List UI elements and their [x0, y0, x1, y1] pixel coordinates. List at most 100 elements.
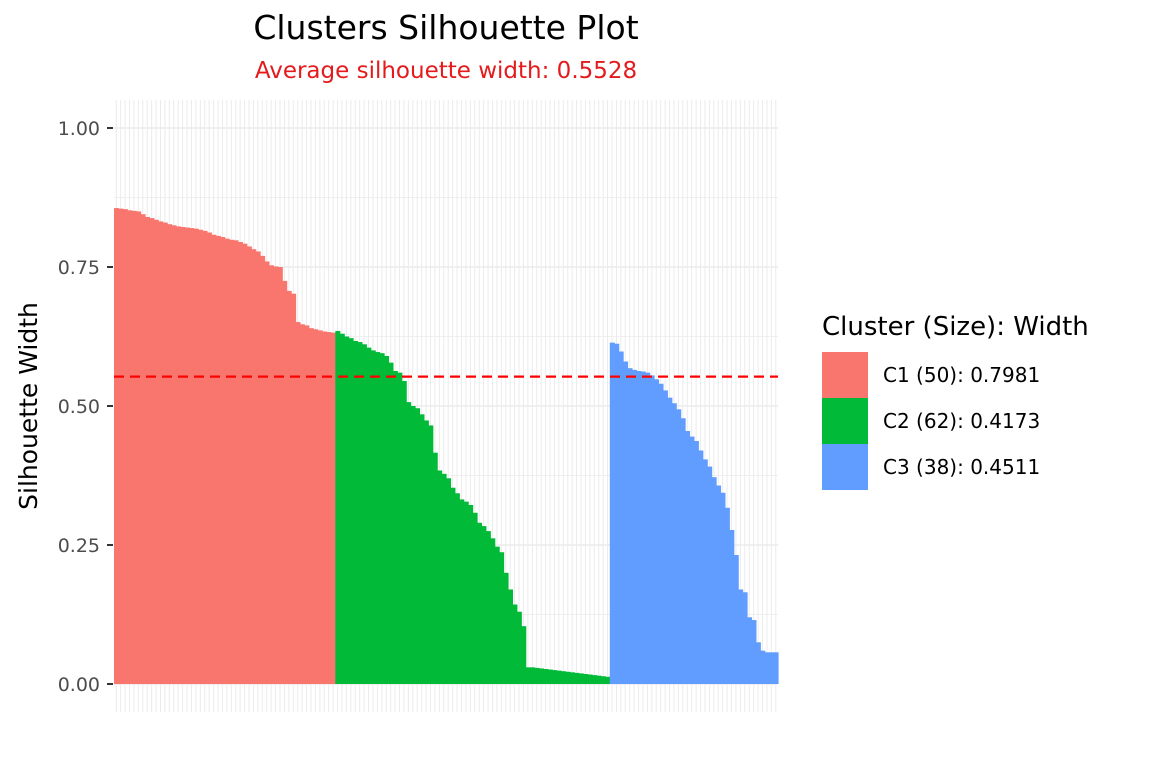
bar-c2	[468, 504, 474, 684]
legend-item-c3: C3 (38): 0.4511	[822, 444, 1089, 490]
bar-c1	[180, 226, 186, 684]
bar-c1	[317, 330, 323, 684]
bar-c2	[388, 362, 394, 684]
y-tick-label: 0.50	[58, 396, 100, 418]
legend-swatch-c3	[822, 444, 868, 490]
bar-c2	[450, 487, 456, 684]
bar-c2	[366, 347, 372, 684]
bar-c2	[476, 522, 483, 684]
bar-c3	[676, 409, 682, 684]
bar-c2	[459, 499, 465, 684]
bar-c2	[441, 473, 447, 684]
bar-c2	[494, 546, 500, 684]
bar-c1	[136, 211, 142, 684]
legend-title: Cluster (Size): Width	[822, 312, 1089, 342]
bar-c1	[299, 324, 305, 684]
bar-c3	[649, 375, 655, 684]
bar-c3	[724, 507, 730, 684]
bar-c2	[583, 673, 589, 684]
bar-c1	[122, 209, 128, 684]
bar-c1	[233, 240, 239, 684]
bar-c1	[264, 261, 270, 684]
bar-c2	[472, 512, 478, 684]
bar-c2	[344, 336, 350, 684]
bar-c1	[224, 238, 230, 685]
bar-c2	[512, 604, 518, 684]
bar-c2	[600, 676, 606, 684]
bar-c2	[530, 667, 536, 684]
bar-c3	[680, 418, 686, 684]
bar-c2	[401, 380, 407, 684]
bar-c1	[162, 222, 168, 684]
bar-c2	[521, 626, 527, 684]
bar-c3	[658, 383, 664, 684]
bar-c3	[769, 652, 775, 684]
bar-c1	[131, 210, 137, 684]
bar-c2	[565, 671, 571, 684]
bar-c1	[282, 280, 288, 684]
bar-c2	[525, 667, 531, 684]
legend-label-c1: C1 (50): 0.7981	[883, 363, 1041, 387]
bar-c2	[574, 672, 580, 684]
bar-c1	[246, 246, 252, 685]
bar-c3	[755, 642, 761, 684]
bar-c2	[507, 589, 513, 684]
bar-c3	[742, 592, 748, 684]
bar-c2	[592, 675, 598, 684]
bar-c3	[645, 372, 651, 684]
bar-c2	[534, 667, 540, 684]
bar-c2	[446, 478, 452, 684]
bar-c2	[605, 676, 611, 684]
bar-c1	[286, 290, 292, 684]
bar-c3	[618, 351, 624, 684]
y-tick-label: 0.75	[58, 257, 100, 279]
bar-c3	[702, 459, 708, 684]
bar-c2	[348, 338, 354, 684]
bar-c3	[614, 343, 620, 684]
bar-c2	[428, 425, 434, 684]
bar-c1	[273, 266, 279, 684]
legend-label-c2: C2 (62): 0.4173	[883, 409, 1041, 433]
bar-c2	[596, 675, 602, 684]
y-tick-label: 0.00	[58, 674, 100, 696]
bar-c2	[335, 330, 341, 684]
bar-c1	[251, 249, 257, 684]
bar-c1	[193, 228, 199, 685]
bar-c3	[716, 485, 722, 684]
bar-c1	[277, 267, 283, 684]
bar-c1	[211, 234, 217, 684]
bar-c3	[720, 492, 726, 684]
bar-c2	[361, 344, 367, 684]
bar-c2	[516, 611, 522, 684]
bar-c2	[353, 340, 359, 684]
bar-c3	[671, 403, 677, 684]
bars	[114, 208, 779, 685]
bar-c3	[631, 369, 637, 684]
bar-c3	[698, 450, 704, 684]
legend-swatch-c1	[822, 352, 868, 398]
bar-c2	[578, 673, 584, 684]
bar-c1	[237, 241, 243, 685]
bar-c3	[609, 342, 615, 684]
bar-c2	[357, 342, 363, 684]
bar-c2	[569, 672, 575, 684]
bar-c1	[322, 331, 328, 684]
bar-c1	[198, 229, 204, 685]
bar-c1	[171, 225, 177, 685]
bar-c2	[410, 406, 416, 684]
chart-subtitle: Average silhouette width: 0.5528	[254, 58, 638, 84]
bar-c3	[733, 555, 739, 684]
bar-c3	[751, 620, 757, 684]
y-tick-label: 0.25	[58, 535, 100, 557]
bar-c1	[268, 265, 274, 684]
bar-c3	[707, 466, 713, 684]
bar-c2	[432, 452, 438, 684]
bar-c1	[215, 235, 221, 684]
legend-label-c3: C3 (38): 0.4511	[883, 455, 1041, 479]
bar-c3	[693, 441, 699, 684]
bar-c2	[503, 572, 509, 684]
y-tick-label: 1.00	[58, 118, 100, 140]
bar-c2	[481, 526, 487, 684]
bar-c2	[406, 402, 412, 684]
bar-c2	[587, 674, 593, 684]
